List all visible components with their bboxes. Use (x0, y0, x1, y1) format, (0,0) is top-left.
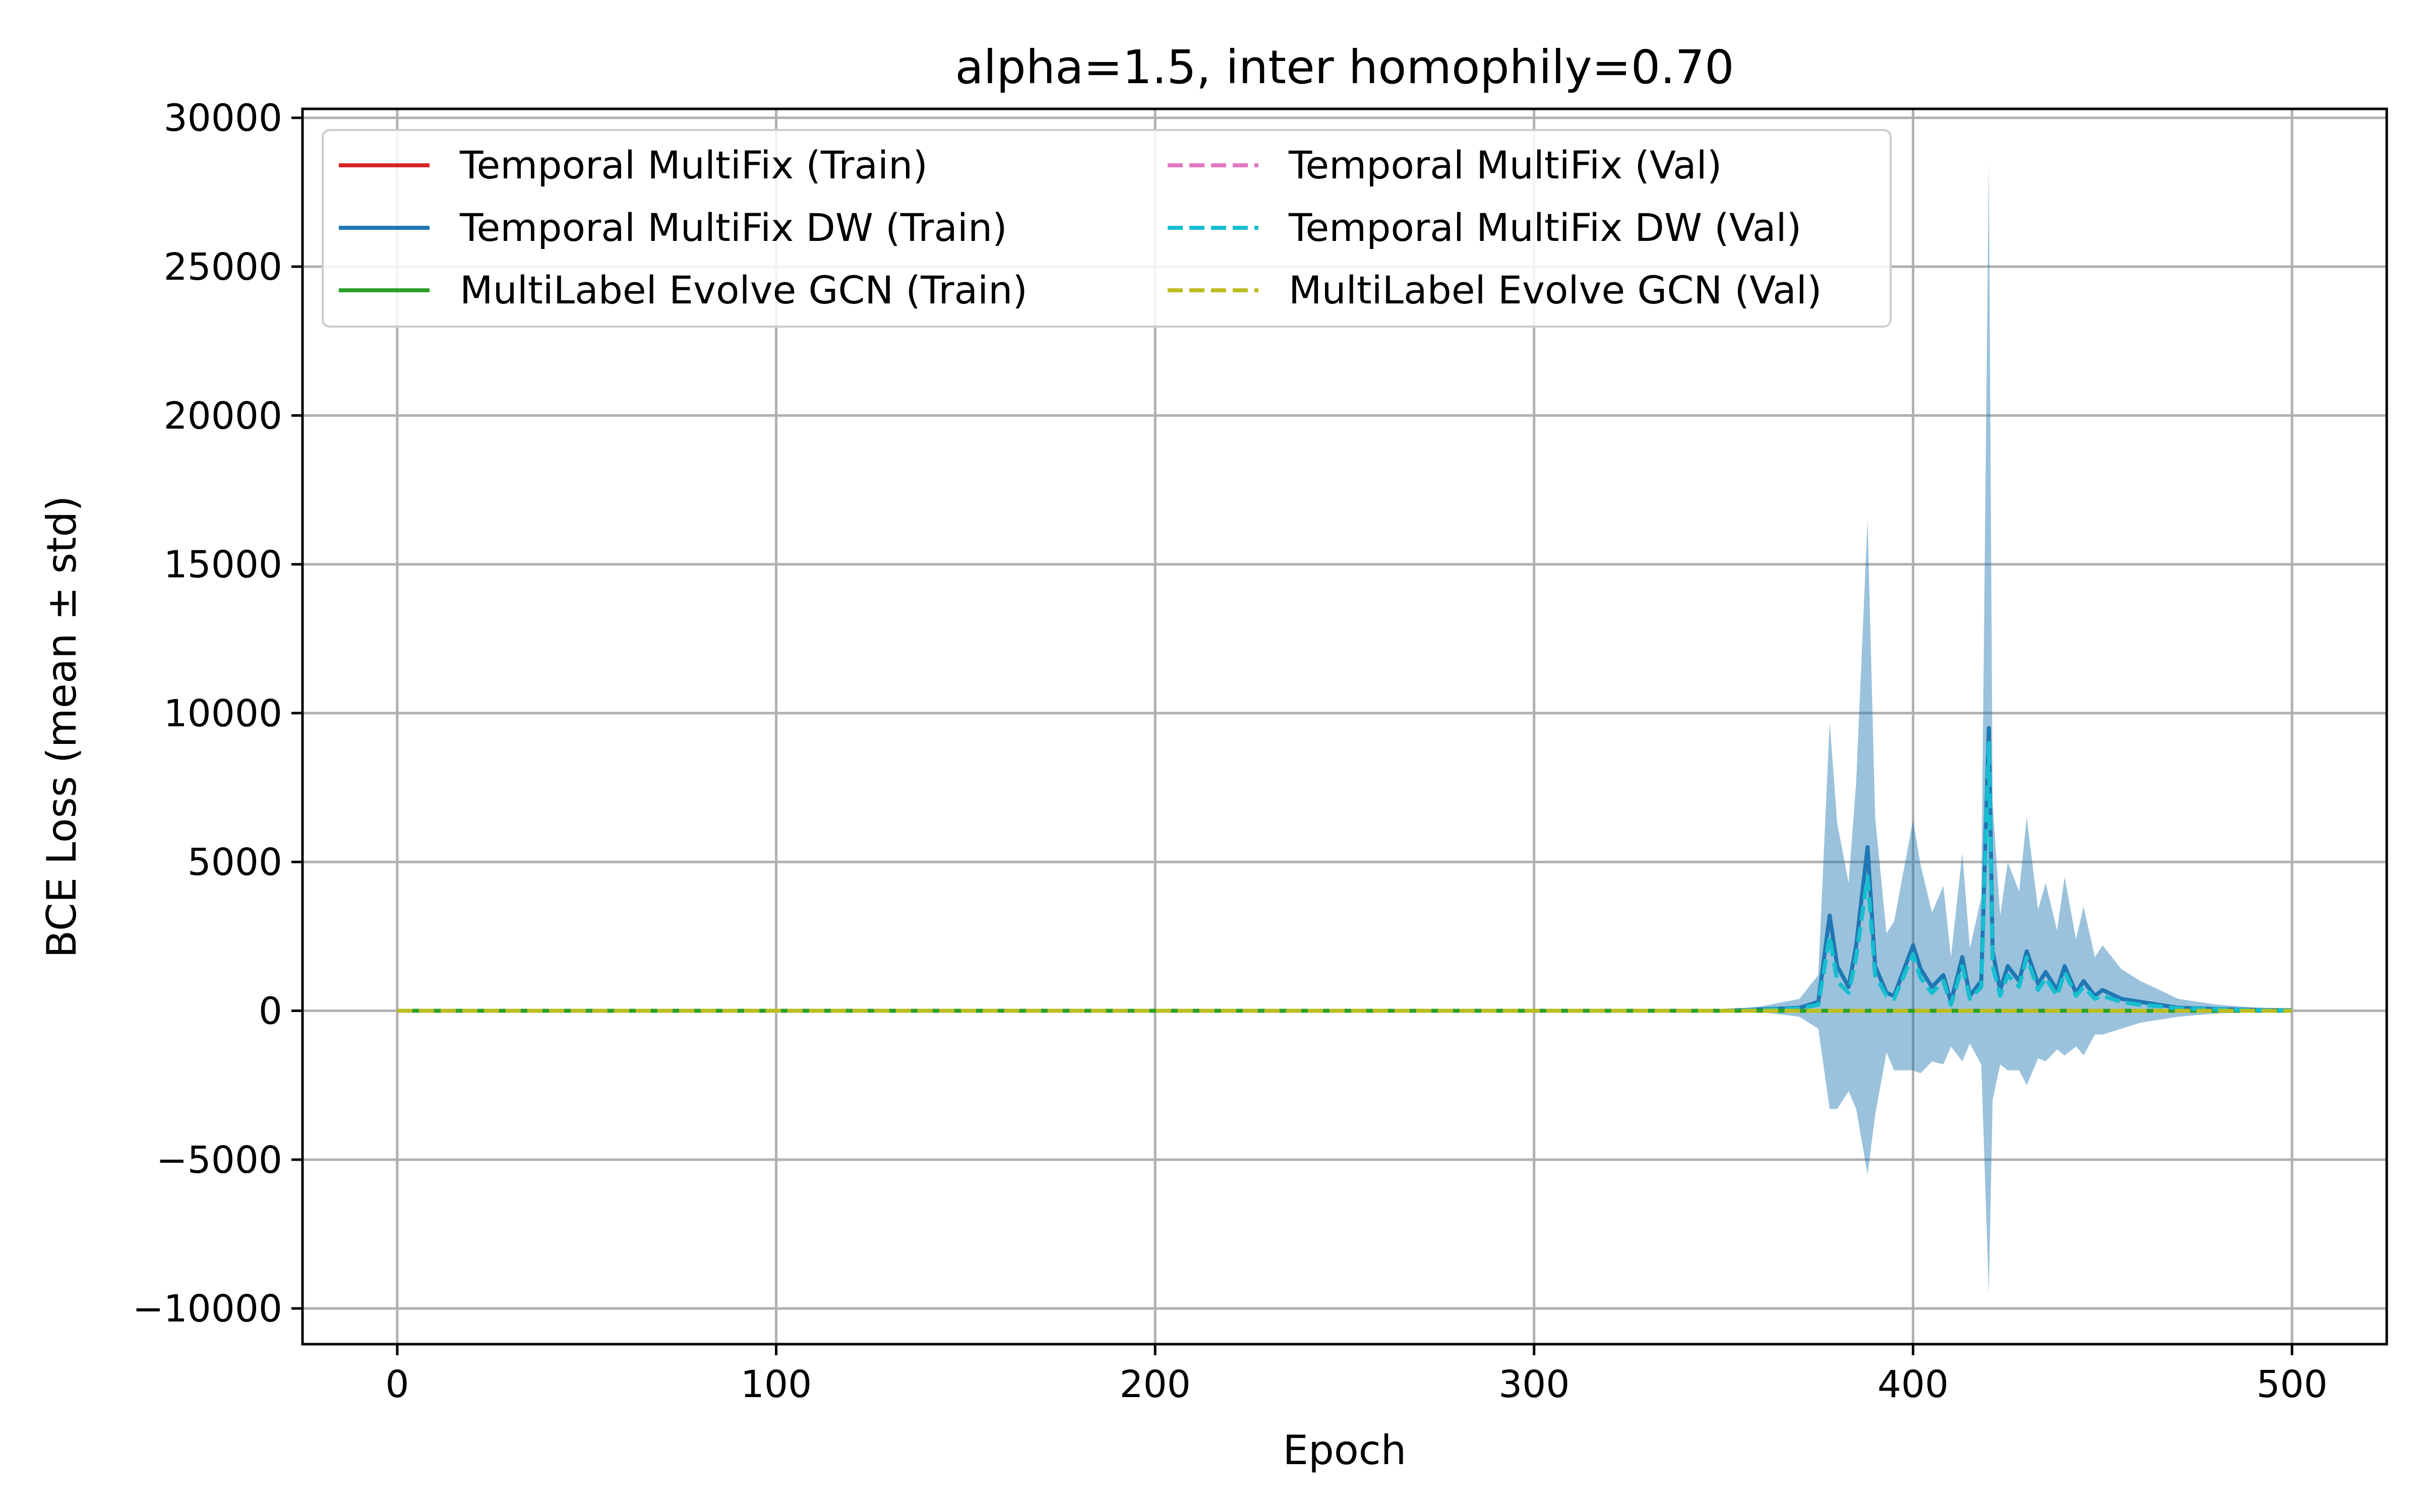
series-line-temporal-multifix-dw-val (397, 740, 2292, 1013)
x-axis-label: Epoch (1283, 1427, 1407, 1474)
legend-label: MultiLabel Evolve GCN (Val) (1289, 268, 1822, 312)
y-tick-label: −5000 (156, 1139, 282, 1182)
x-tick-label: 200 (1120, 1363, 1191, 1406)
y-tick-label: 5000 (188, 841, 282, 884)
y-axis-label: BCE Loss (mean ± std) (38, 495, 85, 958)
legend-box (322, 129, 1892, 328)
x-tick-label: 100 (741, 1363, 812, 1406)
x-tick-label: 500 (2256, 1363, 2327, 1406)
y-tick-label: 25000 (164, 245, 282, 289)
y-tick-label: 15000 (164, 543, 282, 587)
y-tick-label: −10000 (133, 1287, 282, 1331)
x-tick-label: 0 (385, 1363, 409, 1406)
std-band-temporal-multifix-dw-train (397, 162, 2292, 1294)
legend-label: Temporal MultiFix DW (Val) (1288, 205, 1801, 250)
chart-title: alpha=1.5, inter homophily=0.70 (955, 40, 1734, 94)
x-tick-label: 400 (1878, 1363, 1949, 1406)
series-line-layer (397, 726, 2292, 1013)
legend-label: Temporal MultiFix DW (Train) (459, 205, 1007, 250)
legend: Temporal MultiFix (Train) Temporal MultiF… (322, 129, 1892, 328)
y-tick-label: 30000 (164, 97, 282, 140)
y-tick-label: 0 (259, 990, 282, 1033)
y-tick-label: 20000 (164, 394, 282, 437)
tick-layer: 0 100 200 300 400 500 −10000 −5000 0 5000 10000 150… (133, 97, 2328, 1406)
legend-entries: Temporal MultiFix (Train) Temporal MultiF… (339, 143, 1822, 312)
std-band-layer (397, 162, 2292, 1294)
legend-label: Temporal MultiFix (Train) (459, 143, 928, 187)
x-tick-label: 300 (1498, 1363, 1569, 1406)
plot-frame (301, 107, 2388, 1346)
legend-label: MultiLabel Evolve GCN (Train) (460, 268, 1027, 312)
legend-label: Temporal MultiFix (Val) (1288, 143, 1722, 187)
y-tick-label: 10000 (164, 692, 282, 735)
